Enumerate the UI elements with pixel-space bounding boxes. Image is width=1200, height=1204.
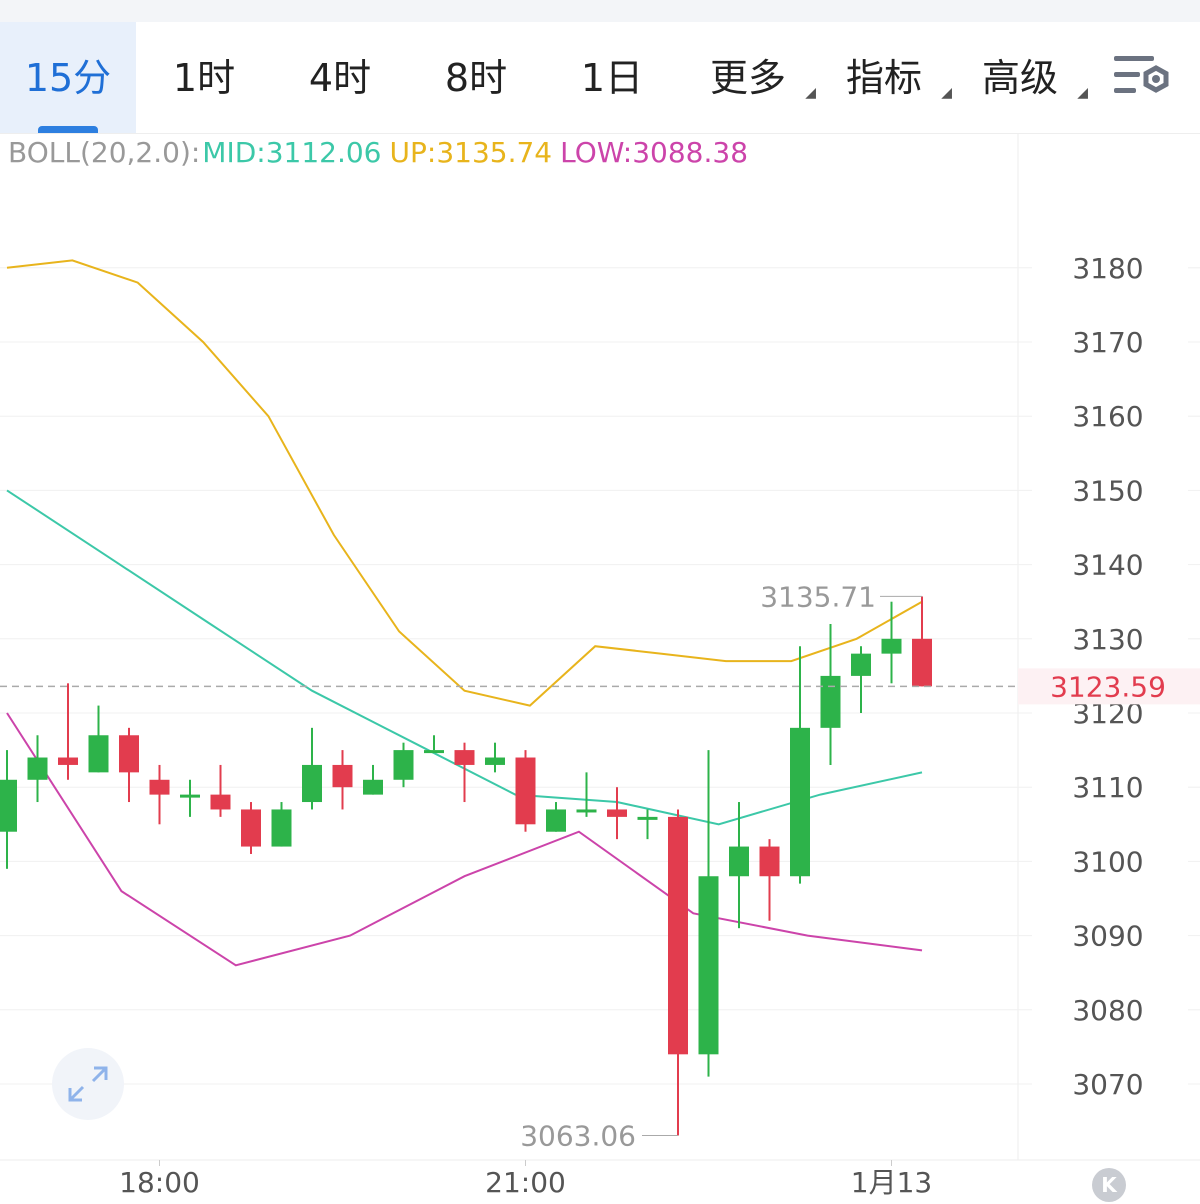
expand-chart-button[interactable] xyxy=(52,1048,124,1120)
tab-label: 15分 xyxy=(24,56,112,100)
candle-body[interactable] xyxy=(912,638,932,687)
top-strip xyxy=(0,0,1200,22)
candle-body[interactable] xyxy=(302,764,322,803)
chart-settings-icon[interactable] xyxy=(1112,50,1176,106)
y-tick-label: 3070 xyxy=(1072,1068,1143,1101)
candle-body[interactable] xyxy=(424,750,444,754)
candle-body[interactable] xyxy=(271,809,292,847)
x-tick-label: 1月13 xyxy=(851,1166,932,1199)
y-tick-label: 3180 xyxy=(1072,252,1143,285)
y-tick-label: 3110 xyxy=(1072,771,1143,804)
candle-body[interactable] xyxy=(607,809,627,817)
candle-body[interactable] xyxy=(332,764,353,788)
candle-body[interactable] xyxy=(149,779,170,795)
tab-7[interactable]: 高级 ◢ xyxy=(952,22,1088,134)
timeframe-tabbar xyxy=(0,22,1200,134)
candle-body[interactable] xyxy=(515,757,536,825)
candle-body[interactable] xyxy=(668,816,688,1055)
candle-body[interactable] xyxy=(881,638,902,654)
y-tick-label: 3080 xyxy=(1072,994,1143,1027)
candle-body[interactable] xyxy=(210,794,231,810)
tab-3[interactable]: 8时 xyxy=(408,22,544,134)
expand-arrows-icon xyxy=(68,1066,108,1102)
price-axis-panel xyxy=(1018,134,1200,1160)
y-tick-label: 3100 xyxy=(1072,845,1143,878)
candle-body[interactable] xyxy=(790,727,810,877)
candle-body[interactable] xyxy=(180,794,200,798)
y-tick-label: 3090 xyxy=(1072,920,1143,953)
x-tick-label: 21:00 xyxy=(485,1166,566,1199)
candle-body[interactable] xyxy=(698,876,719,1055)
tab-label: 8时 xyxy=(444,56,508,100)
low-annotation: 3063.06 xyxy=(520,1119,636,1152)
current-price-label: 3123.59 xyxy=(1050,670,1166,703)
candle-body[interactable] xyxy=(485,757,505,765)
candle-body[interactable] xyxy=(759,846,780,877)
active-tab-indicator xyxy=(38,126,98,134)
k-line-badge[interactable]: K xyxy=(1092,1168,1126,1202)
tab-label: 更多 xyxy=(709,56,786,100)
tab-5[interactable]: 更多 ◢ xyxy=(680,22,816,134)
x-tick-label: 18:00 xyxy=(119,1166,200,1199)
tab-label: 1日 xyxy=(580,56,644,100)
boll-legend: BOLL(20,2.0):MID:3112.06 UP:3135.74 LOW:30… xyxy=(8,136,756,169)
y-tick-label: 3150 xyxy=(1072,474,1143,507)
candle-body[interactable] xyxy=(393,750,414,780)
boll-legend-low: LOW:3088.38 xyxy=(560,136,749,169)
tab-0[interactable]: 15分 xyxy=(0,22,136,134)
y-tick-label: 3130 xyxy=(1072,623,1143,656)
candle-body[interactable] xyxy=(58,757,78,765)
boll-lower-line xyxy=(6,712,923,967)
boll-legend-name: BOLL(20,2.0): xyxy=(8,136,201,169)
y-tick-label: 3160 xyxy=(1072,400,1143,433)
candle-body[interactable] xyxy=(119,735,139,773)
candle-body[interactable] xyxy=(363,779,383,795)
candle-body[interactable] xyxy=(729,846,749,877)
candle-body[interactable] xyxy=(851,653,871,676)
candle-body[interactable] xyxy=(454,750,475,765)
tab-1[interactable]: 1时 xyxy=(136,22,272,134)
tab-separator xyxy=(0,133,1200,134)
candle-body[interactable] xyxy=(546,809,566,832)
candle-body[interactable] xyxy=(576,809,597,813)
tab-6[interactable]: 指标 ◢ xyxy=(816,22,952,134)
dropdown-triangle-icon: ◢ xyxy=(1077,85,1088,101)
high-annotation: 3135.71 xyxy=(760,580,876,613)
tab-label: 指标 xyxy=(845,56,922,100)
candle-body[interactable] xyxy=(241,809,261,847)
candle-body[interactable] xyxy=(820,675,841,728)
y-tick-label: 3140 xyxy=(1072,549,1143,582)
current-price-tag xyxy=(1018,668,1200,705)
y-tick-label: 3170 xyxy=(1072,326,1143,359)
dropdown-triangle-icon: ◢ xyxy=(805,85,816,101)
candle-body[interactable] xyxy=(0,779,17,832)
boll-upper-line xyxy=(6,259,923,707)
dropdown-triangle-icon: ◢ xyxy=(941,85,952,101)
candle-body[interactable] xyxy=(88,735,109,773)
tab-label: 1时 xyxy=(172,56,236,100)
boll-legend-up: UP:3135.74 xyxy=(389,136,553,169)
tab-label: 4时 xyxy=(308,56,372,100)
tab-2[interactable]: 4时 xyxy=(272,22,408,134)
tab-label: 高级 xyxy=(981,56,1058,100)
tab-4[interactable]: 1日 xyxy=(544,22,680,134)
candle-body[interactable] xyxy=(27,757,48,780)
candle-body[interactable] xyxy=(637,816,658,820)
boll-legend-mid: MID:3112.06 xyxy=(202,136,382,169)
